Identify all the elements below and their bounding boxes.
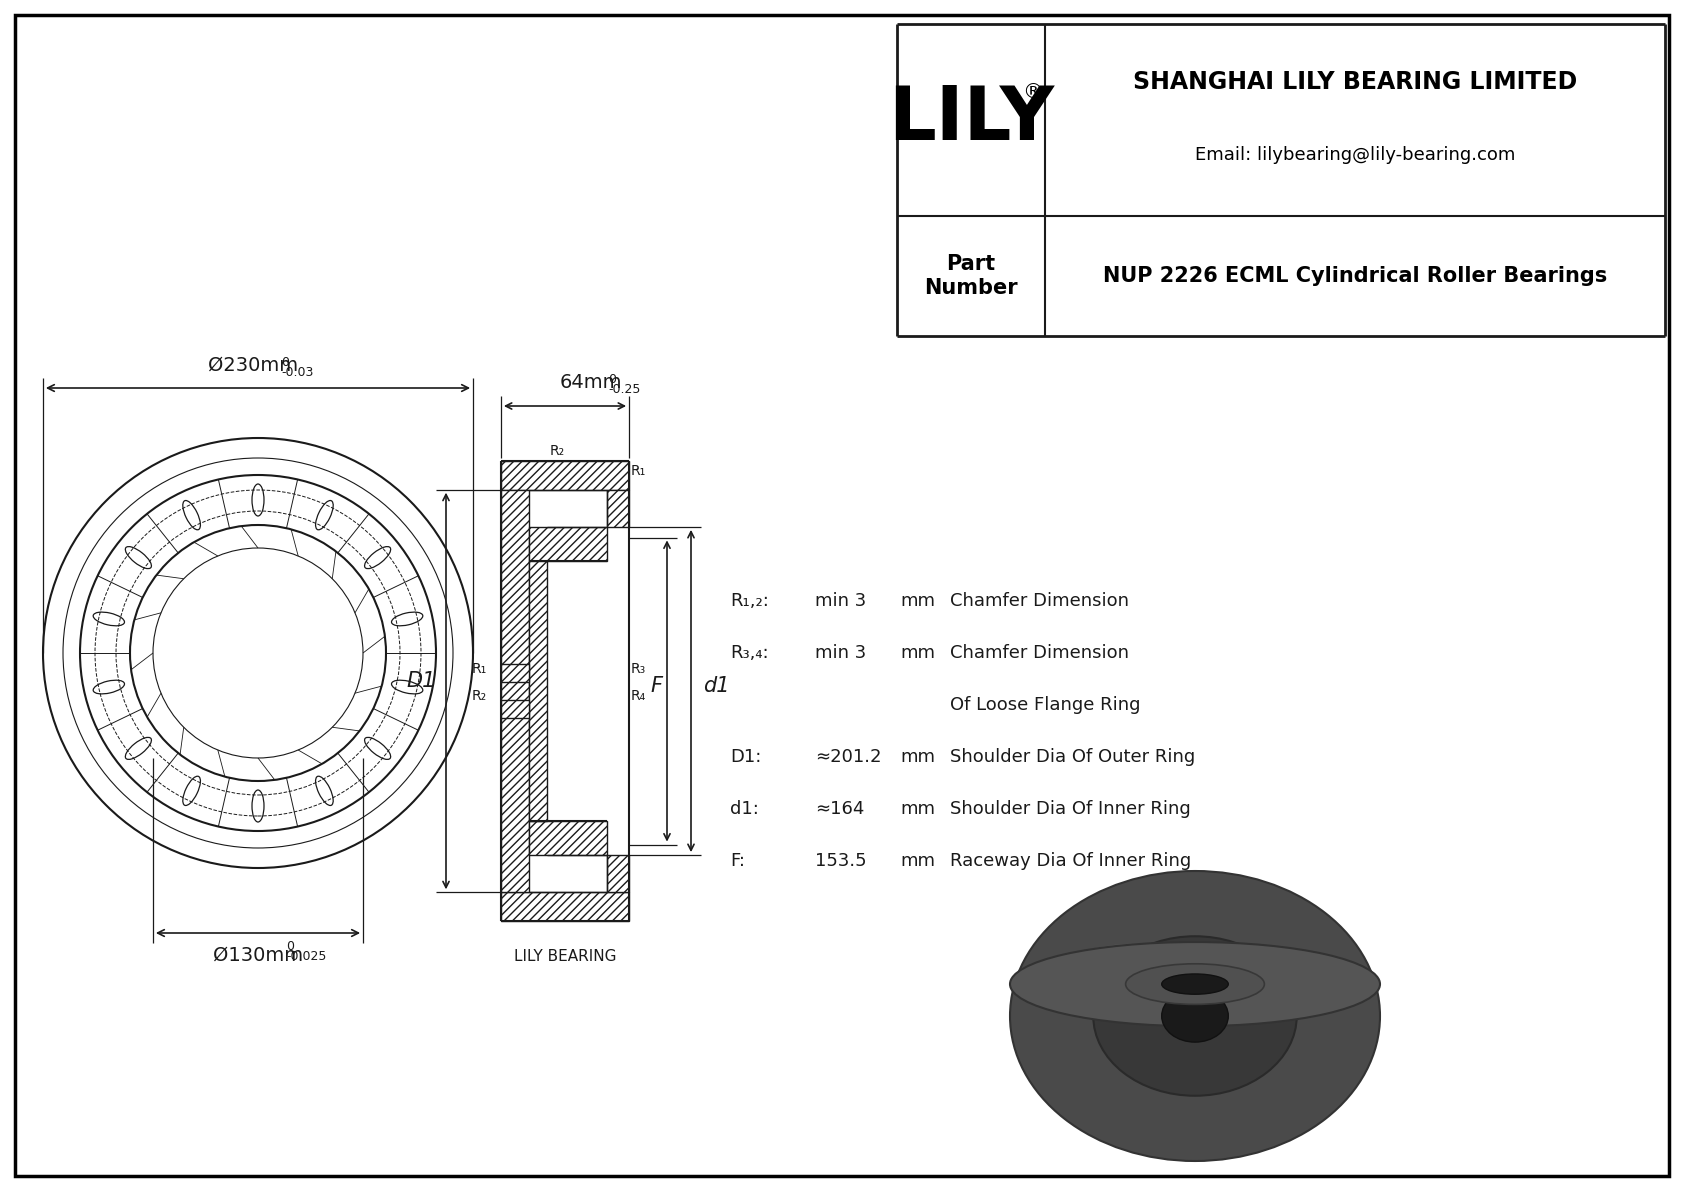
Ellipse shape: [1162, 990, 1228, 1042]
Bar: [502, 461, 630, 490]
Text: Shoulder Dia Of Outer Ring: Shoulder Dia Of Outer Ring: [950, 748, 1196, 766]
Text: 64mm: 64mm: [561, 373, 623, 392]
Text: d1:: d1:: [729, 800, 759, 818]
Text: ≈201.2: ≈201.2: [815, 748, 881, 766]
Bar: [529, 526, 606, 561]
Text: Chamfer Dimension: Chamfer Dimension: [950, 592, 1128, 610]
Text: -0.025: -0.025: [286, 950, 327, 964]
Text: R₃: R₃: [632, 662, 647, 676]
Text: d1: d1: [702, 676, 729, 696]
Ellipse shape: [1162, 974, 1228, 994]
Text: -0.03: -0.03: [281, 366, 313, 379]
Bar: [898, 24, 1665, 336]
Bar: [502, 665, 529, 682]
Ellipse shape: [1125, 964, 1265, 1004]
Text: R₁,₂:: R₁,₂:: [729, 592, 770, 610]
Bar: [606, 855, 630, 892]
Text: D1:: D1:: [729, 748, 761, 766]
Text: 0: 0: [286, 940, 295, 953]
Ellipse shape: [1010, 942, 1379, 1027]
Text: LILY BEARING: LILY BEARING: [514, 949, 616, 964]
Text: SHANGHAI LILY BEARING LIMITED: SHANGHAI LILY BEARING LIMITED: [1133, 69, 1578, 94]
Text: mm: mm: [899, 800, 935, 818]
Ellipse shape: [1010, 871, 1379, 1161]
Text: NUP 2226 ECML Cylindrical Roller Bearings: NUP 2226 ECML Cylindrical Roller Bearing…: [1103, 266, 1607, 286]
Text: F:: F:: [729, 852, 744, 869]
Text: R₁: R₁: [632, 463, 647, 478]
Text: mm: mm: [899, 592, 935, 610]
Text: ®: ®: [1022, 82, 1044, 102]
Bar: [502, 700, 529, 718]
Text: R₂: R₂: [549, 444, 564, 459]
Text: Raceway Dia Of Inner Ring: Raceway Dia Of Inner Ring: [950, 852, 1191, 869]
Text: min 3: min 3: [815, 592, 866, 610]
Text: R₂: R₂: [472, 690, 487, 703]
Text: mm: mm: [899, 748, 935, 766]
Text: F: F: [650, 676, 662, 696]
Text: -0.25: -0.25: [608, 384, 640, 395]
Text: R₃,₄:: R₃,₄:: [729, 644, 768, 662]
Text: Shoulder Dia Of Inner Ring: Shoulder Dia Of Inner Ring: [950, 800, 1191, 818]
Text: R₁: R₁: [472, 662, 487, 676]
Text: mm: mm: [899, 644, 935, 662]
Text: LILY: LILY: [887, 83, 1054, 156]
Text: Email: lilybearing@lily-bearing.com: Email: lilybearing@lily-bearing.com: [1196, 145, 1516, 163]
Text: R₄: R₄: [632, 690, 647, 703]
Bar: [606, 490, 630, 526]
Ellipse shape: [1093, 936, 1297, 1096]
Text: Ø230mm: Ø230mm: [209, 356, 298, 375]
Text: Ø130mm: Ø130mm: [212, 946, 303, 965]
Bar: [502, 490, 529, 892]
Bar: [529, 561, 547, 821]
Text: D1: D1: [406, 671, 436, 691]
Text: min 3: min 3: [815, 644, 866, 662]
Text: ≈164: ≈164: [815, 800, 864, 818]
Bar: [502, 892, 630, 921]
Ellipse shape: [1056, 943, 1223, 1002]
Text: Chamfer Dimension: Chamfer Dimension: [950, 644, 1128, 662]
Text: 0: 0: [281, 356, 290, 369]
Bar: [529, 821, 606, 855]
Text: 153.5: 153.5: [815, 852, 867, 869]
Text: Part
Number: Part Number: [925, 255, 1017, 298]
Text: 0: 0: [608, 373, 616, 386]
Text: mm: mm: [899, 852, 935, 869]
Text: Of Loose Flange Ring: Of Loose Flange Ring: [950, 696, 1140, 713]
